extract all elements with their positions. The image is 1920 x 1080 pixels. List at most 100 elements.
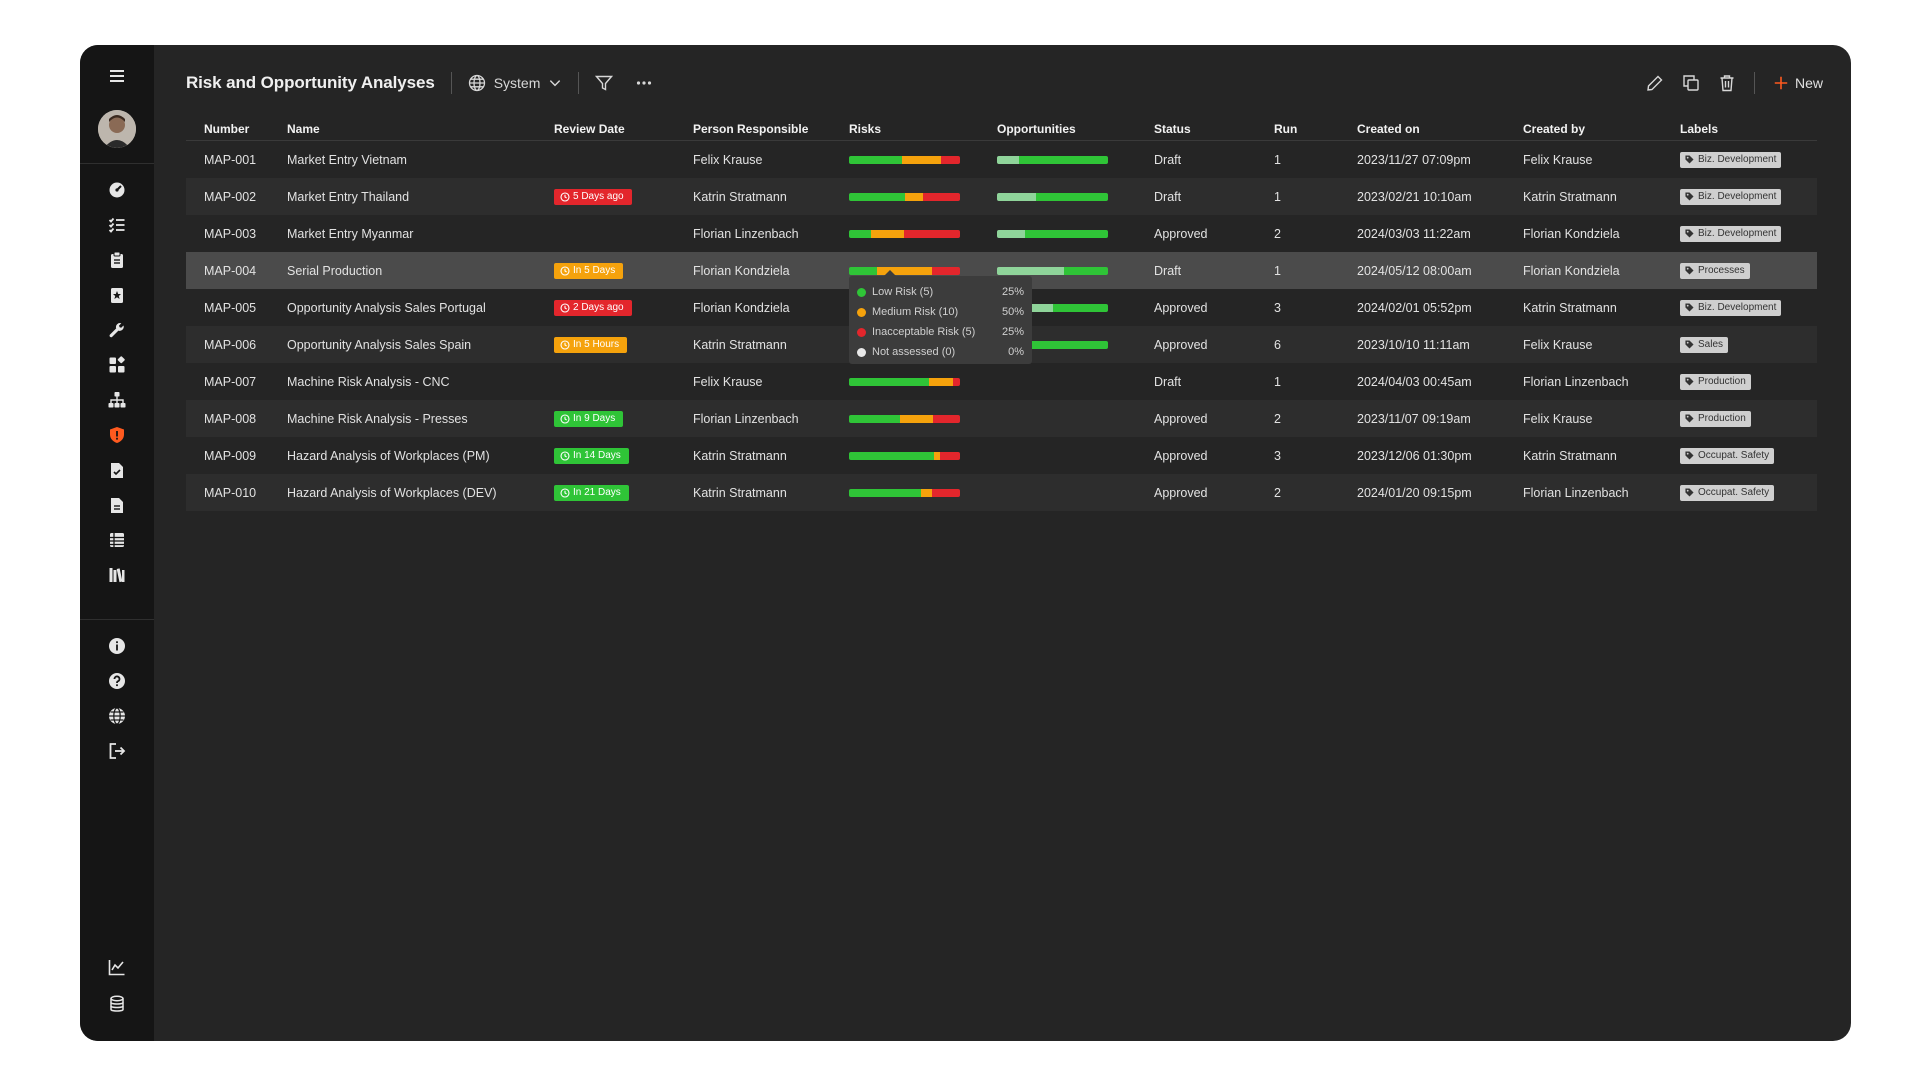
cell-number: MAP-002 (204, 189, 257, 204)
label-tag[interactable]: Biz. Development (1680, 299, 1782, 316)
label-tag[interactable]: Sales (1680, 336, 1729, 353)
cell-opportunities[interactable] (997, 229, 1154, 238)
label-tag[interactable]: Occupat. Safety (1680, 484, 1775, 501)
clock-icon (560, 265, 570, 276)
risk-bar-segment (849, 155, 903, 164)
cell-created-on: 2024/01/20 09:15pm (1357, 485, 1472, 500)
label-tag[interactable]: Biz. Development (1680, 188, 1782, 205)
globe-icon[interactable] (102, 701, 132, 731)
edit-button[interactable] (1646, 74, 1664, 92)
cell-opportunities[interactable] (997, 192, 1154, 201)
cell-person: Felix Krause (693, 374, 763, 389)
chart-icon[interactable] (102, 952, 132, 982)
label-tag[interactable]: Processes (1680, 262, 1750, 279)
cell-opportunities[interactable] (997, 155, 1154, 164)
menu-icon[interactable] (102, 61, 132, 91)
column-header-created-by[interactable]: Created by (1523, 121, 1586, 136)
label-tag[interactable]: Production (1680, 410, 1751, 427)
tooltip-percent: 0% (1008, 346, 1024, 358)
column-header-person[interactable]: Person Responsible (693, 121, 809, 136)
modules-icon[interactable] (102, 350, 132, 380)
shield-icon[interactable] (102, 420, 132, 450)
wrench-icon[interactable] (102, 315, 132, 345)
help-icon[interactable] (102, 666, 132, 696)
column-header-opportunities[interactable]: Opportunities (997, 121, 1076, 136)
document-star-icon[interactable] (102, 280, 132, 310)
column-header-review-date[interactable]: Review Date (554, 121, 625, 136)
label-tag[interactable]: Biz. Development (1680, 151, 1782, 168)
cell-number: MAP-001 (204, 152, 257, 167)
table-row[interactable]: MAP-010 Hazard Analysis of Workplaces (DE… (186, 474, 1817, 511)
table-row[interactable]: MAP-003 Market Entry Myanmar Florian Linze… (186, 215, 1817, 252)
logout-icon[interactable] (102, 736, 132, 766)
review-badge: In 9 Days (554, 410, 624, 427)
column-header-run[interactable]: Run (1274, 121, 1298, 136)
column-header-risks[interactable]: Risks (849, 121, 882, 136)
info-icon[interactable] (102, 631, 132, 661)
table-row[interactable]: MAP-007 Machine Risk Analysis - CNC Felix … (186, 363, 1817, 400)
column-header-created-on[interactable]: Created on (1357, 121, 1420, 136)
cell-risks[interactable] (849, 377, 997, 386)
cell-opportunities[interactable] (997, 266, 1154, 275)
cell-run: 1 (1274, 152, 1281, 167)
duplicate-button[interactable] (1682, 74, 1700, 92)
opportunity-bar (997, 229, 1108, 238)
dashboard-icon[interactable] (102, 175, 132, 205)
cell-status: Approved (1154, 485, 1208, 500)
risk-bar-segment (953, 377, 960, 386)
risk-bar-segment (849, 488, 922, 497)
table-row[interactable]: MAP-008 Machine Risk Analysis - Presses In… (186, 400, 1817, 437)
cell-labels: Processes (1680, 262, 1817, 279)
document-check-icon[interactable] (102, 455, 132, 485)
copy-icon (1683, 75, 1699, 91)
table-row[interactable]: MAP-009 Hazard Analysis of Workplaces (PM… (186, 437, 1817, 474)
column-header-labels[interactable]: Labels (1680, 121, 1719, 136)
column-header-name[interactable]: Name (287, 121, 320, 136)
avatar[interactable] (98, 110, 136, 148)
cell-risks[interactable] (849, 229, 997, 238)
cell-person: Florian Linzenbach (693, 411, 799, 426)
more-button[interactable] (635, 74, 653, 92)
column-header-number[interactable]: Number (204, 121, 250, 136)
clipboard-icon[interactable] (102, 245, 132, 275)
cell-status: Approved (1154, 226, 1208, 241)
cell-labels: Production (1680, 373, 1817, 390)
library-icon[interactable] (102, 560, 132, 590)
tooltip-label: Medium Risk (10) (872, 306, 959, 318)
list-icon[interactable] (102, 525, 132, 555)
cell-review-date: In 5 Days (554, 262, 693, 279)
more-icon (637, 81, 652, 85)
checklist-icon[interactable] (102, 210, 132, 240)
cell-risks[interactable] (849, 155, 997, 164)
cell-risks[interactable] (849, 192, 997, 201)
delete-button[interactable] (1718, 74, 1736, 92)
label-tag[interactable]: Biz. Development (1680, 225, 1782, 242)
tag-icon (1685, 155, 1694, 164)
label-tag[interactable]: Occupat. Safety (1680, 447, 1775, 464)
label-tag[interactable]: Production (1680, 373, 1751, 390)
view-label: System (493, 75, 541, 91)
cell-name: Hazard Analysis of Workplaces (DEV) (287, 485, 497, 500)
cell-status: Draft (1154, 189, 1182, 204)
database-icon[interactable] (102, 989, 132, 1019)
cell-review-date: In 9 Days (554, 410, 693, 427)
filter-button[interactable] (595, 74, 614, 92)
cell-number: MAP-003 (204, 226, 257, 241)
cell-risks[interactable] (849, 266, 997, 275)
table-row[interactable]: MAP-002 Market Entry Thailand 5 Days ago Ka… (186, 178, 1817, 215)
cell-risks[interactable] (849, 451, 997, 460)
document-icon[interactable] (102, 490, 132, 520)
new-button[interactable]: New (1773, 75, 1823, 91)
org-chart-icon[interactable] (102, 385, 132, 415)
tag-icon (1685, 303, 1694, 312)
cell-risks[interactable] (849, 488, 997, 497)
cell-risks[interactable] (849, 414, 997, 423)
column-header-status[interactable]: Status (1154, 121, 1191, 136)
table-row[interactable]: MAP-001 Market Entry Vietnam Felix Krause D… (186, 141, 1817, 178)
view-selector[interactable]: System (468, 74, 563, 92)
header-divider (450, 72, 452, 94)
opportunity-bar-segment (997, 229, 1025, 238)
cell-created-on: 2023/12/06 01:30pm (1357, 448, 1472, 463)
tooltip-percent: 25% (1001, 286, 1024, 298)
review-badge-label: In 9 Days (573, 413, 616, 424)
